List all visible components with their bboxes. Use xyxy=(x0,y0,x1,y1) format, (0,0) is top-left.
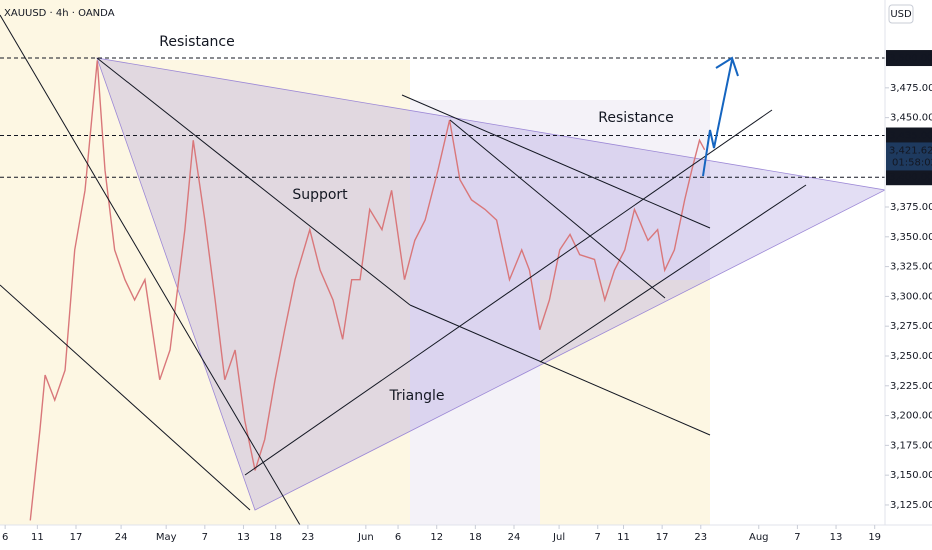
level-tag xyxy=(886,127,932,144)
trendline xyxy=(449,119,666,299)
trendline xyxy=(244,109,773,476)
currency-box[interactable] xyxy=(888,4,914,24)
projection xyxy=(702,56,739,177)
level-tag xyxy=(886,50,932,67)
x-tick-label: 19 xyxy=(868,532,881,543)
trendline xyxy=(539,184,807,363)
x-tick-label: Aug xyxy=(749,532,769,543)
y-tick-label: 3,200.000 xyxy=(890,411,932,422)
currency: USD xyxy=(890,9,912,20)
x-tick-label: 11 xyxy=(31,532,44,543)
annotation: Support xyxy=(292,187,348,203)
y-tick-label: 3,275.000 xyxy=(890,321,932,332)
trendline xyxy=(0,284,251,511)
y-tick-label: 3,125.000 xyxy=(890,500,932,511)
x-tick-label: 23 xyxy=(694,532,707,543)
x-tick-label: 17 xyxy=(70,532,83,543)
triangle xyxy=(96,57,887,511)
y-tick-label: 3,450.000 xyxy=(890,113,932,124)
x-tick-label: 13 xyxy=(237,532,250,543)
level-tag xyxy=(886,169,932,186)
price-line xyxy=(29,60,706,521)
x-tick-label: Jul xyxy=(552,532,565,543)
zone xyxy=(0,0,100,525)
annotation: Triangle xyxy=(389,388,445,404)
x-tick-label: 12 xyxy=(430,532,443,543)
y-tick-label: 3,350.000 xyxy=(890,232,932,243)
x-tick-label: 17 xyxy=(656,532,669,543)
price-axis xyxy=(885,0,932,550)
y-tick-label: 3,375.000 xyxy=(890,202,932,213)
y-tick-label: 3,175.000 xyxy=(890,440,932,451)
trendline xyxy=(0,14,301,526)
y-tick-label: 3,150.000 xyxy=(890,470,932,481)
y-tick-label: 3,225.000 xyxy=(890,381,932,392)
x-tick-label: 11 xyxy=(617,532,630,543)
x-tick-label: 24 xyxy=(115,532,128,543)
countdown: 01:58:02 xyxy=(892,157,932,168)
y-tick-label: 3,300.000 xyxy=(890,291,932,302)
x-tick-label: May xyxy=(156,532,177,543)
x-tick-label: 24 xyxy=(508,532,521,543)
x-tick-label: 7 xyxy=(595,532,601,543)
projection-arrow xyxy=(702,59,733,177)
arrow-head xyxy=(715,56,739,77)
x-tick-label: 13 xyxy=(830,532,843,543)
x-tick-label: 18 xyxy=(469,532,482,543)
level-label: 3,435.000 xyxy=(889,131,932,142)
y-tick-label: 3,325.000 xyxy=(890,262,932,273)
last-price-tag xyxy=(886,142,932,171)
trendline xyxy=(401,94,711,229)
zone xyxy=(100,60,410,525)
level-label: 3,500.000 xyxy=(889,53,932,64)
level-label: 3,400.000 xyxy=(889,172,932,183)
x-tick-label: 7 xyxy=(794,532,800,543)
trendlines xyxy=(0,14,807,526)
y-tick-label: 3,475.000 xyxy=(890,83,932,94)
y-tick-label: 3,250.000 xyxy=(890,351,932,362)
x-tick-label: 18 xyxy=(269,532,282,543)
annotation: Resistance xyxy=(598,110,673,126)
trendline xyxy=(96,57,411,306)
plot xyxy=(0,57,885,521)
x-tick-label: 23 xyxy=(302,532,315,543)
zone xyxy=(540,280,710,525)
last-price-label: 3,421.625 xyxy=(889,145,932,156)
x-tick-label: 7 xyxy=(202,532,208,543)
chart-title: XAUUSD · 4h · OANDA xyxy=(4,8,115,19)
x-tick-label: 6 xyxy=(395,532,401,543)
x-tick-label: 6 xyxy=(2,532,8,543)
annotation: Resistance xyxy=(159,34,234,50)
x-tick-label: Jun xyxy=(357,532,374,543)
